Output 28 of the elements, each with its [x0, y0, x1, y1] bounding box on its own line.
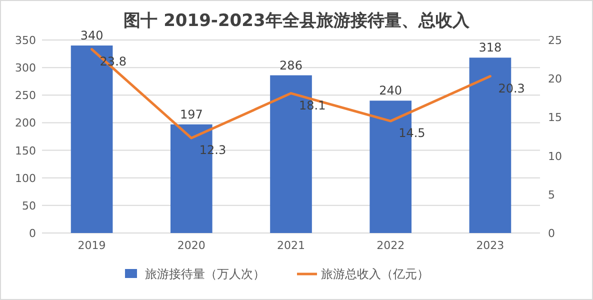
x-tick-label: 2019: [78, 239, 106, 252]
data-label: 240: [379, 84, 402, 98]
data-label: 286: [280, 58, 302, 72]
legend-label: 旅游总收入（亿元）: [321, 267, 429, 281]
data-label: 318: [478, 40, 502, 55]
y2-tick-label: 10: [548, 150, 562, 163]
y-tick-label: 0: [29, 227, 36, 240]
y2-tick-label: 0: [548, 227, 555, 240]
data-label: 340: [80, 28, 104, 43]
y-tick-label: 200: [15, 116, 36, 130]
y-tick-label: 100: [15, 172, 36, 185]
y-tick-label: 50: [22, 199, 36, 212]
title: 图十 2019-2023年全县旅游接待量、总收入: [124, 11, 470, 31]
y2-tick-label: 25: [548, 34, 562, 47]
legend-label: 旅游接待量（万人次）: [145, 267, 265, 281]
x-tick-label: 2021: [277, 239, 305, 252]
y-tick-label: 300: [15, 62, 36, 75]
x-tick-label: 2023: [476, 239, 504, 252]
y2-tick-label: 20: [548, 72, 562, 86]
data-label: 197: [180, 107, 203, 122]
x-tick-label: 2022: [376, 239, 405, 252]
x-tick-label: 2020: [177, 239, 206, 252]
y-tick-label: 250: [15, 89, 36, 102]
y2-tick-label: 5: [548, 188, 555, 202]
y2-tick-label: 15: [548, 111, 562, 124]
data-label: 18.1: [299, 98, 326, 112]
y-tick-label: 350: [15, 34, 36, 47]
y-tick-label: 150: [15, 144, 36, 158]
